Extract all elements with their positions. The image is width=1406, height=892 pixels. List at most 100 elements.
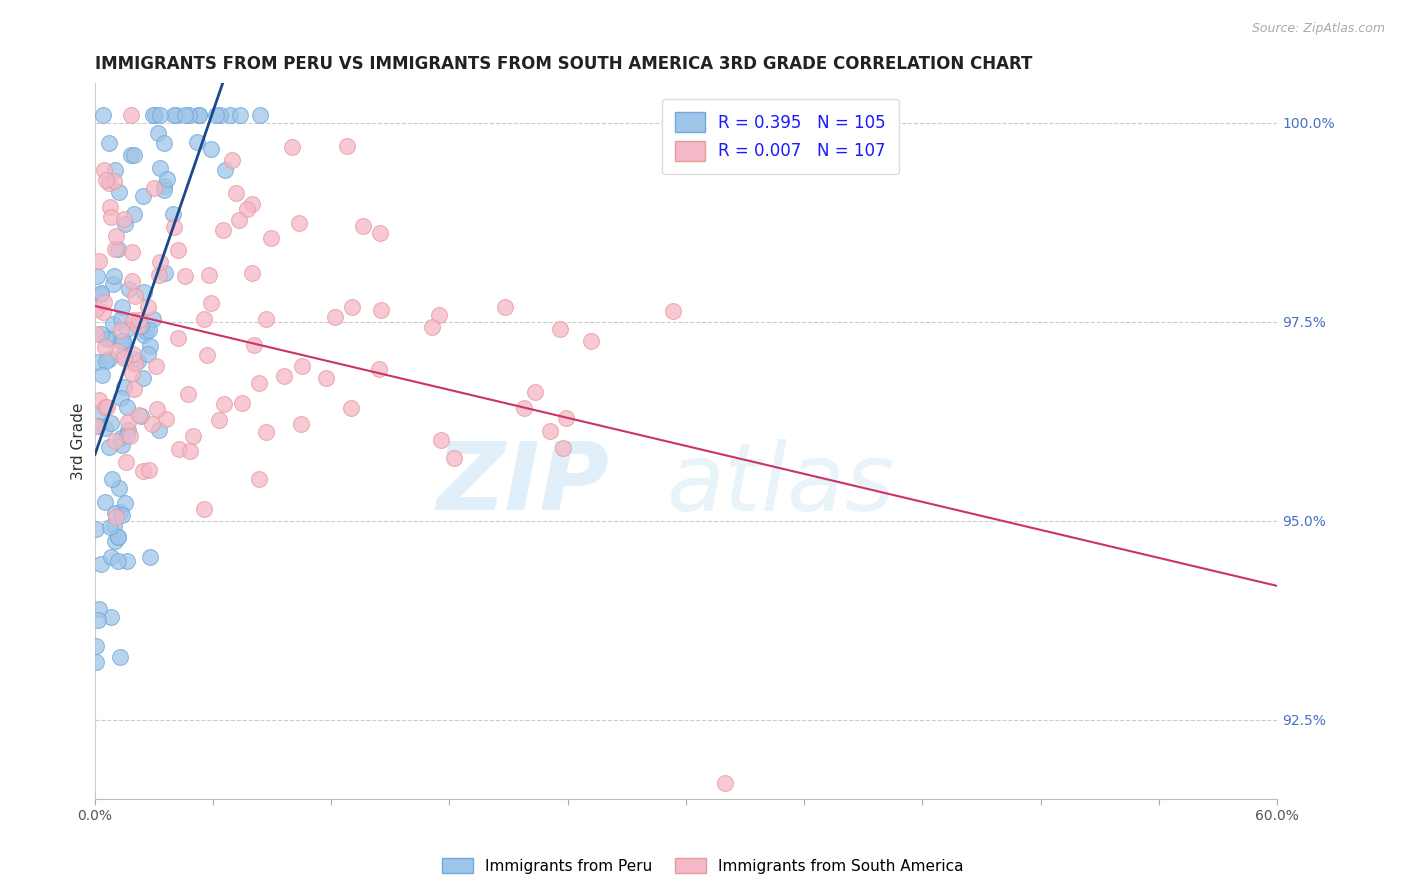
Point xyxy=(97,136,120,151)
Point xyxy=(104,162,127,177)
Point xyxy=(91,368,114,383)
Point xyxy=(662,304,685,318)
Point xyxy=(155,412,177,426)
Point xyxy=(93,163,115,178)
Point xyxy=(579,334,602,348)
Point xyxy=(336,139,359,153)
Point xyxy=(494,300,516,314)
Text: ZIP: ZIP xyxy=(436,438,609,530)
Point xyxy=(340,401,363,415)
Point xyxy=(352,219,374,233)
Point xyxy=(122,347,145,361)
Point xyxy=(132,328,155,343)
Point xyxy=(142,108,165,122)
Y-axis label: 3rd Grade: 3rd Grade xyxy=(72,402,86,480)
Point xyxy=(243,338,266,352)
Point xyxy=(420,319,443,334)
Point xyxy=(97,176,120,190)
Point xyxy=(152,179,174,194)
Point xyxy=(107,243,129,257)
Point xyxy=(236,202,259,216)
Point xyxy=(193,501,215,516)
Point xyxy=(107,554,129,568)
Point xyxy=(104,533,127,548)
Point xyxy=(110,334,132,348)
Point xyxy=(112,379,135,393)
Point xyxy=(86,269,108,284)
Point xyxy=(110,392,132,406)
Point xyxy=(107,185,129,199)
Point xyxy=(136,347,159,361)
Point xyxy=(187,108,209,122)
Point xyxy=(127,319,149,334)
Point xyxy=(129,318,152,333)
Point xyxy=(148,423,170,437)
Text: Source: ZipAtlas.com: Source: ZipAtlas.com xyxy=(1251,22,1385,36)
Point xyxy=(101,317,124,331)
Point xyxy=(153,267,176,281)
Point xyxy=(249,108,271,122)
Point xyxy=(231,396,253,410)
Point xyxy=(112,211,135,226)
Point xyxy=(228,213,250,227)
Point xyxy=(117,423,139,437)
Point xyxy=(167,442,190,457)
Point xyxy=(124,289,146,303)
Point xyxy=(98,520,121,534)
Point xyxy=(87,355,110,369)
Point xyxy=(368,226,391,240)
Point xyxy=(149,161,172,176)
Point xyxy=(103,268,125,283)
Point xyxy=(103,174,125,188)
Point xyxy=(132,464,155,478)
Point xyxy=(128,409,150,423)
Text: IMMIGRANTS FROM PERU VS IMMIGRANTS FROM SOUTH AMERICA 3RD GRADE CORRELATION CHAR: IMMIGRANTS FROM PERU VS IMMIGRANTS FROM … xyxy=(94,55,1032,73)
Point xyxy=(714,776,737,790)
Point xyxy=(139,549,162,564)
Point xyxy=(209,108,232,122)
Point xyxy=(104,506,127,520)
Point xyxy=(367,361,389,376)
Text: atlas: atlas xyxy=(666,439,894,530)
Point xyxy=(121,274,143,288)
Point xyxy=(111,508,134,522)
Point xyxy=(84,522,107,536)
Point xyxy=(96,173,118,187)
Point xyxy=(174,108,197,122)
Point xyxy=(111,334,134,349)
Point xyxy=(290,417,312,432)
Point xyxy=(208,413,231,427)
Point xyxy=(557,847,579,862)
Point xyxy=(103,277,125,291)
Point xyxy=(110,300,132,314)
Point xyxy=(225,186,247,200)
Point xyxy=(167,331,190,345)
Point xyxy=(121,366,143,380)
Point xyxy=(152,136,174,150)
Point xyxy=(193,311,215,326)
Point xyxy=(281,140,304,154)
Point xyxy=(118,282,141,296)
Point xyxy=(143,108,166,122)
Point xyxy=(105,343,128,358)
Point xyxy=(90,285,112,300)
Point xyxy=(100,210,122,224)
Point xyxy=(273,368,295,383)
Point xyxy=(548,322,571,336)
Point xyxy=(104,228,127,243)
Point xyxy=(291,359,314,373)
Point xyxy=(146,126,169,140)
Point xyxy=(94,400,117,414)
Point xyxy=(86,419,108,434)
Point xyxy=(122,313,145,327)
Point xyxy=(146,401,169,416)
Point xyxy=(112,348,135,362)
Legend: R = 0.395   N = 105, R = 0.007   N = 107: R = 0.395 N = 105, R = 0.007 N = 107 xyxy=(662,98,900,174)
Point xyxy=(100,417,122,431)
Point xyxy=(129,409,152,423)
Point xyxy=(443,451,465,466)
Point xyxy=(87,602,110,616)
Point xyxy=(114,217,136,231)
Point xyxy=(240,196,263,211)
Point xyxy=(370,303,392,318)
